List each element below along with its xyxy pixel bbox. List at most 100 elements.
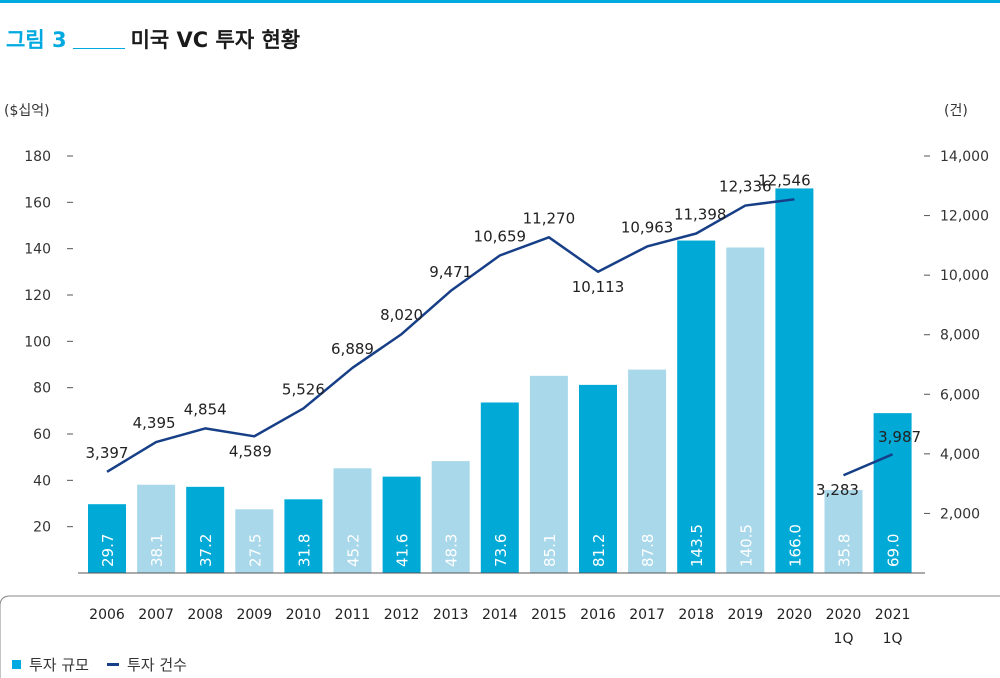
right-axis-tick-label: 12,000 [940, 209, 989, 225]
x-axis-tick-label: 2021 [875, 607, 911, 623]
bar-value-label: 38.1 [148, 534, 166, 567]
bar [726, 247, 765, 573]
x-axis-tick-label: 2014 [482, 607, 518, 623]
x-axis-tick-label: 2007 [138, 607, 174, 623]
legend-line-label: 투자 건수 [126, 656, 187, 674]
bar [186, 486, 225, 573]
x-axis-tick-label: 2006 [89, 607, 125, 623]
right-axis-tick-label: 8,000 [940, 328, 980, 344]
bar-value-label: 35.8 [836, 534, 854, 567]
bar-value-label: 45.2 [345, 534, 363, 567]
x-axis-tick-label: 2017 [629, 607, 665, 623]
legend-bar-swatch [12, 660, 21, 669]
line-value-label: 3,397 [86, 444, 129, 462]
count-line [843, 453, 894, 477]
bar-value-label: 85.1 [541, 534, 559, 567]
line-value-label: 3,987 [878, 428, 921, 446]
left-axis-tick-label: 160 [24, 195, 51, 211]
bar [88, 504, 126, 573]
x-axis-tick-label: 2015 [531, 607, 567, 623]
bar [431, 461, 470, 573]
right-axis-tick-label: 2,000 [940, 506, 980, 522]
bar-value-label: 37.2 [197, 534, 215, 567]
left-axis-tick-label: 40 [33, 473, 51, 489]
right-axis-tick-label: 10,000 [940, 268, 989, 284]
left-axis-tick-label: 180 [24, 149, 51, 165]
bar [235, 509, 274, 573]
title-text: 미국 VC 투자 현황 [130, 28, 301, 52]
left-axis-unit: ($십억) [4, 103, 50, 119]
left-axis-tick-label: 100 [24, 334, 51, 350]
bar-value-label: 166.0 [786, 524, 804, 567]
line-value-label: 12,336 [719, 178, 772, 196]
bar [333, 468, 372, 573]
bar [677, 240, 716, 573]
x-axis-tick-label: 2012 [384, 607, 420, 623]
bar-value-label: 81.2 [590, 534, 608, 567]
bar [480, 402, 519, 573]
legend-bar-label: 투자 규모 [29, 656, 89, 674]
x-axis-tick-label: 2010 [286, 607, 322, 623]
right-axis-tick-label: 14,000 [940, 149, 989, 165]
chart-title: 그림 3 미국 VC 투자 현황 [6, 24, 300, 54]
line-value-label: 6,889 [331, 340, 374, 358]
line-value-label: 10,659 [474, 228, 527, 246]
count-line [106, 198, 795, 473]
bar [579, 384, 617, 573]
line-value-label: 8,020 [380, 306, 423, 324]
x-axis-tick-label: 2018 [678, 607, 714, 623]
x-axis-tick-label: 2020 [826, 607, 862, 623]
bar-value-label: 87.8 [639, 534, 657, 567]
legend-line-swatch [106, 663, 119, 666]
line-value-label: 10,963 [621, 218, 674, 236]
bar-value-label: 48.3 [443, 534, 461, 567]
bar-value-label: 69.0 [885, 534, 903, 567]
line-value-label: 3,283 [816, 481, 859, 499]
left-axis-tick-label: 20 [33, 520, 51, 536]
line-value-label: 11,270 [523, 209, 576, 227]
bar-value-label: 31.8 [295, 534, 313, 567]
line-value-label: 4,395 [133, 414, 176, 432]
bar-value-label: 143.5 [688, 524, 706, 567]
x-axis-tick-label: 2011 [335, 607, 371, 623]
x-axis-tick-label: 1Q [834, 631, 854, 647]
x-axis-tick-label: 2013 [433, 607, 469, 623]
line-value-label: 9,471 [429, 263, 472, 281]
bar-value-label: 29.7 [99, 534, 117, 567]
line-value-label: 5,526 [282, 380, 325, 398]
x-axis-tick-label: 2008 [187, 607, 223, 623]
bar-value-label: 41.6 [394, 534, 412, 567]
left-axis-tick-label: 120 [24, 288, 51, 304]
bar [137, 484, 176, 573]
bar-value-label: 140.5 [737, 524, 755, 567]
left-axis-tick-label: 80 [33, 381, 51, 397]
line-value-label: 11,398 [674, 206, 727, 224]
bar [873, 413, 912, 573]
figure-label: 그림 3 [6, 28, 67, 52]
bottom-frame [0, 595, 1000, 678]
line-value-label: 4,854 [184, 400, 227, 418]
bar-value-label: 73.6 [492, 534, 510, 567]
x-axis-tick-label: 2019 [727, 607, 763, 623]
title-underline [72, 48, 125, 49]
x-axis-tick-label: 1Q [883, 631, 903, 647]
x-axis-tick-label: 2016 [580, 607, 616, 623]
x-axis-tick-label: 2009 [236, 607, 272, 623]
x-axis-tick-label: 2020 [777, 607, 813, 623]
bar [382, 476, 421, 573]
chart-legend: 투자 규모 투자 건수 [12, 654, 187, 675]
left-axis-tick-label: 60 [33, 427, 51, 443]
right-axis-tick-label: 4,000 [940, 447, 980, 463]
line-value-label: 4,589 [229, 442, 272, 460]
right-axis-tick-label: 6,000 [940, 387, 980, 403]
bar-value-label: 27.5 [246, 534, 264, 567]
bar [529, 375, 568, 573]
right-axis-unit: (건) [944, 103, 968, 119]
bar [284, 499, 323, 573]
bar [628, 369, 667, 573]
bar [775, 188, 814, 573]
line-value-label: 12,546 [758, 171, 811, 189]
line-value-label: 10,113 [572, 278, 625, 296]
left-axis-tick-label: 140 [24, 242, 51, 258]
